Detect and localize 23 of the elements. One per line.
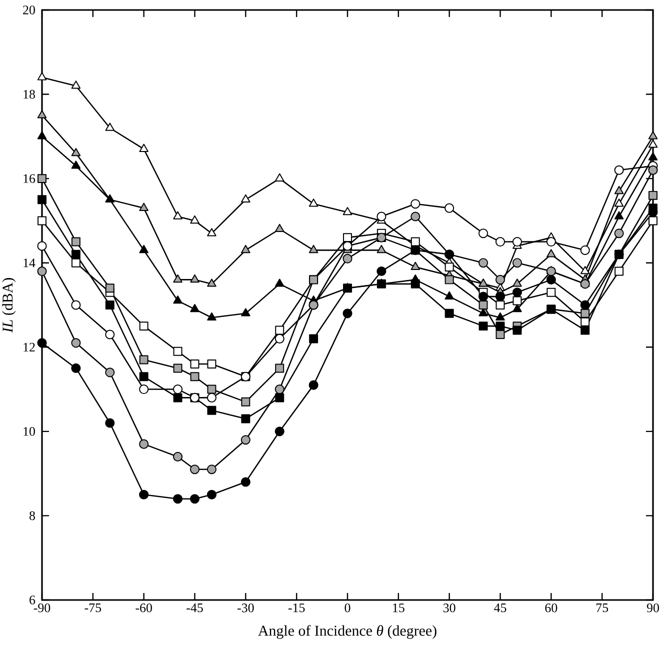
x-tick-label: 15	[393, 604, 404, 612]
x-tick-label: 75	[596, 604, 608, 612]
y-tick-label: 6	[30, 596, 36, 604]
x-tick-label: -90	[34, 604, 50, 612]
x-tick-label: 0	[344, 604, 350, 612]
x-tick-label: -30	[238, 604, 254, 612]
x-tick-label: -75	[84, 604, 102, 612]
x-tick-label: 30	[443, 604, 456, 612]
y-tick-label: 18	[24, 90, 35, 99]
y-tick-label: 10	[24, 427, 35, 436]
x-tick-label: -15	[288, 604, 305, 612]
x-tick-label: -45	[186, 604, 203, 612]
x-tick-label: 45	[494, 604, 506, 612]
y-axis-title: IL (dBA)	[2, 278, 16, 333]
y-tick-label: 14	[24, 258, 36, 268]
y-tick-label: 20	[23, 6, 35, 14]
y-tick-label: 12	[24, 342, 35, 352]
x-tick-label: -60	[136, 604, 152, 612]
y-tick-label: 8	[30, 511, 35, 520]
x-tick-label: 90	[646, 604, 659, 612]
y-tick-label: 16	[24, 174, 36, 183]
x-tick-label: 60	[545, 604, 558, 612]
x-axis-title: Angle of Incidence θ (degree)	[258, 625, 436, 639]
